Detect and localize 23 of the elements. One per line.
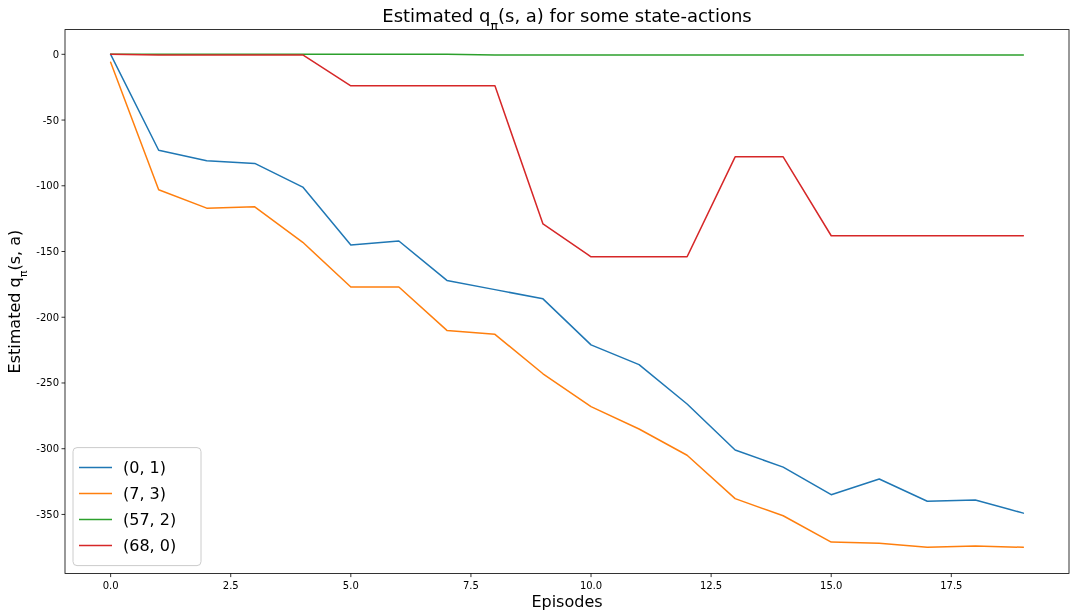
x-tick-label: 15.0	[820, 579, 843, 591]
legend-label: (0, 1)	[123, 458, 167, 478]
y-tick-label: -50	[42, 114, 59, 126]
y-tick-label: -300	[36, 443, 59, 455]
y-tick-label: -200	[36, 311, 59, 323]
y-tick-label: -250	[36, 377, 59, 389]
x-axis-title: Episodes	[531, 592, 603, 611]
line-series	[109, 53, 1025, 258]
legend-label: (57, 2)	[123, 510, 177, 530]
chart-title: Estimated q$_{π}$(s, a) for some state-actions	[382, 5, 752, 33]
x-tick-label: 12.5	[699, 579, 723, 591]
y-tick-label: -150	[36, 246, 59, 258]
x-tick-label: 10.0	[579, 579, 603, 591]
x-tick-label: 5.0	[342, 579, 359, 591]
x-tick-label: 17.5	[940, 579, 963, 591]
x-tick-label: 7.5	[462, 579, 479, 591]
x-tick-label: 0.0	[102, 579, 119, 591]
legend-label: (7, 3)	[123, 484, 167, 504]
legend-label: (68, 0)	[123, 536, 177, 556]
y-tick-label: -350	[36, 508, 59, 520]
x-tick-label: 2.5	[222, 579, 239, 591]
y-tick-label: -100	[36, 180, 59, 192]
y-tick-label: 0	[52, 48, 59, 60]
